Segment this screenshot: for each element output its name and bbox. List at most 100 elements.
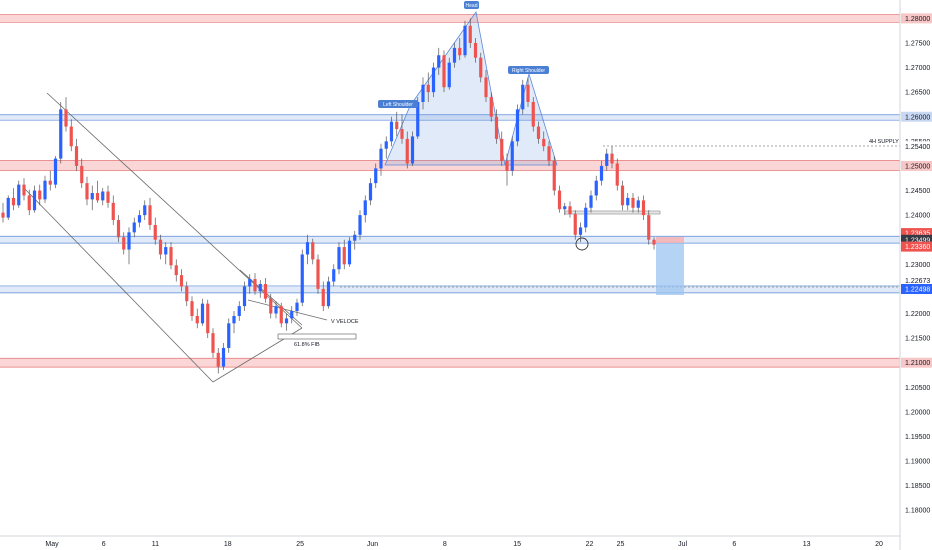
- candle: [242, 281, 247, 312]
- candle-body: [578, 227, 583, 235]
- candle: [578, 222, 583, 243]
- zone-tag-bg: [901, 111, 932, 122]
- price-tag-bg: [901, 141, 932, 152]
- candle-body: [221, 347, 226, 367]
- candle-body: [589, 195, 593, 208]
- right-shoulder-label: Right Shoulder: [508, 66, 549, 74]
- candle-body: [85, 183, 89, 200]
- candle-body: [636, 200, 640, 208]
- candle-body: [626, 197, 630, 206]
- time-axis[interactable]: May 6 11 18 25 Jun 8 15 22 25 Jul 6 13 20: [0, 535, 900, 548]
- candle-body: [148, 205, 152, 225]
- candle-body: [542, 138, 546, 147]
- candle-body: [463, 25, 467, 56]
- candle-body: [111, 202, 115, 221]
- x-tick-label: 8: [443, 541, 447, 548]
- candle-body: [321, 288, 325, 307]
- candle: [137, 210, 142, 228]
- candle: [447, 57, 451, 90]
- candle: [531, 97, 535, 132]
- candle: [143, 200, 147, 221]
- zone-price-tag: 1.21000: [901, 357, 932, 368]
- candle: [589, 190, 593, 213]
- candle-body: [206, 303, 210, 334]
- candle: [358, 210, 362, 240]
- candle-body: [6, 197, 10, 218]
- candle-body: [242, 286, 247, 307]
- y-tick-label: 1.20000: [905, 409, 930, 416]
- candle-body: [400, 129, 404, 139]
- candle-body: [274, 306, 278, 314]
- candle-body: [489, 97, 493, 117]
- candle: [526, 77, 530, 107]
- price-tag-text: 1.22498: [905, 287, 930, 294]
- candle-body: [473, 42, 478, 58]
- candle: [269, 293, 273, 319]
- candle-body: [158, 239, 163, 255]
- candle-body: [568, 206, 572, 215]
- zones-layer: [0, 14, 900, 368]
- candle-body: [143, 205, 147, 216]
- candle: [594, 175, 598, 201]
- candle: [200, 298, 205, 326]
- candle-body: [17, 184, 21, 206]
- price-tag-text: 1.25400: [905, 144, 930, 151]
- candle: [284, 313, 289, 331]
- candle-body: [11, 197, 16, 206]
- x-tick-label: 15: [513, 541, 521, 548]
- candle: [53, 156, 58, 189]
- candle-body: [652, 239, 656, 245]
- candle: [395, 111, 399, 137]
- price-axis[interactable]: 1.280001.275001.270001.265001.260001.255…: [899, 0, 930, 550]
- candle: [258, 280, 262, 298]
- candle: [295, 298, 299, 316]
- candle-body: [510, 141, 514, 171]
- candle-body: [43, 180, 47, 200]
- candle-body: [32, 190, 37, 211]
- candle: [605, 148, 609, 171]
- candle-body: [584, 207, 588, 228]
- candle: [17, 180, 21, 208]
- candle: [59, 101, 63, 164]
- candle: [473, 38, 478, 63]
- candle: [568, 201, 572, 218]
- candle: [38, 184, 42, 206]
- candle-body: [536, 126, 541, 139]
- fib-box: [277, 333, 357, 340]
- candle: [468, 18, 472, 48]
- x-tick-label: Jul: [678, 541, 687, 548]
- candle: [179, 269, 184, 292]
- candle: [500, 131, 504, 166]
- candle: [510, 136, 514, 176]
- y-tick-label: 1.23000: [905, 262, 930, 269]
- candle: [174, 259, 178, 282]
- candle-body: [426, 84, 430, 93]
- candle-body: [500, 138, 504, 162]
- svg-text:Head: Head: [466, 3, 478, 9]
- candle-body: [253, 279, 257, 292]
- candle: [400, 114, 404, 144]
- candle: [48, 170, 52, 191]
- y-tick-label: 1.27500: [905, 40, 930, 47]
- candle-body: [431, 67, 436, 93]
- x-tick-label: 6: [732, 541, 736, 548]
- zone-0: [0, 14, 900, 23]
- candle-body: [95, 192, 100, 201]
- zone-tag-text: 1.21000: [905, 360, 930, 367]
- candle: [221, 343, 226, 371]
- candle: [557, 185, 562, 213]
- svg-text:Left Shoulder: Left Shoulder: [383, 102, 413, 108]
- price-tag: 1.23360: [901, 241, 932, 252]
- candle-body: [594, 180, 598, 196]
- candle-body: [290, 311, 294, 319]
- candle-body: [258, 283, 262, 292]
- price-tags: 1.280001.260001.250001.235001.225001.210…: [901, 13, 932, 368]
- y-tick-label: 1.21500: [905, 336, 930, 343]
- candle: [641, 195, 646, 221]
- candle: [452, 42, 457, 68]
- candle: [106, 185, 110, 208]
- price-tag: 1.23635: [901, 228, 932, 239]
- candle-body: [384, 141, 388, 149]
- candle-body: [116, 220, 121, 238]
- y-tick-label: 1.22000: [905, 311, 930, 318]
